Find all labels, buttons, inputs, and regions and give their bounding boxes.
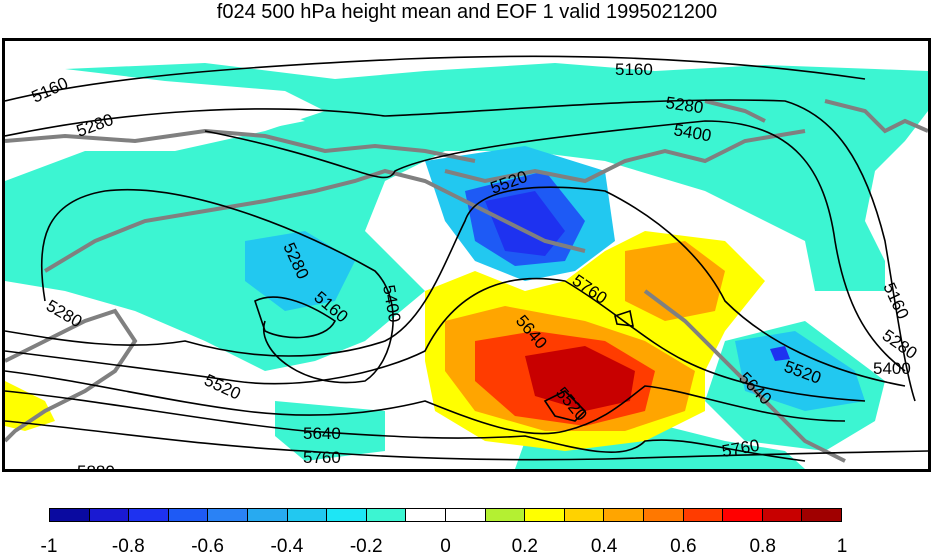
colorbar-swatch — [287, 509, 328, 521]
colorbar-swatch — [327, 509, 367, 521]
colorbar-swatch — [168, 509, 209, 521]
colorbar-swatch — [643, 509, 684, 521]
colorbar-swatch — [366, 509, 407, 521]
contour-label: 5880 — [77, 462, 115, 469]
colorbar-swatch — [525, 509, 565, 521]
blue-deep-se — [770, 346, 790, 361]
colorbar-swatch — [604, 509, 644, 521]
colorbar-tick-label: -0.6 — [191, 536, 224, 557]
darkred-region — [525, 346, 635, 411]
colorbar-swatch — [683, 509, 724, 521]
yellow-region-west — [5, 381, 55, 431]
colorbar-tick-label: -0.8 — [111, 536, 145, 557]
colorbar-swatch — [406, 509, 446, 521]
colorbar-swatch — [445, 509, 486, 521]
colorbar-tick-label: 0.2 — [511, 536, 539, 557]
colorbar-tick-label: 0.6 — [670, 536, 697, 557]
colorbar-tick-label: -0.2 — [349, 536, 383, 557]
colorbar-tick-label: -0.4 — [270, 536, 304, 557]
contour-label: 5640 — [303, 424, 341, 443]
contour-label: 5760 — [303, 448, 341, 467]
blue-light-west — [245, 231, 355, 311]
blue-light-se — [735, 331, 865, 411]
map-canvas: 5160 5280 5160 5280 5400 5520 5280 5160 … — [5, 55, 928, 469]
colorbar-tick-label: 1 — [836, 536, 848, 557]
colorbar-tick-label: 0.8 — [749, 536, 776, 557]
colorbar-tick-label: 0 — [440, 536, 451, 557]
colorbar-tick-label: 0.4 — [590, 536, 618, 557]
colorbar-tick-label: -1 — [40, 536, 58, 557]
colorbar-swatch — [50, 509, 90, 521]
colorbar-swatch — [208, 509, 248, 521]
height-contours — [5, 55, 928, 462]
contour-label: 5520 — [201, 370, 243, 403]
colorbar-swatch — [247, 509, 288, 521]
map-title: f024 500 hPa height mean and EOF 1 valid… — [216, 1, 718, 23]
colorbar-swatch — [564, 509, 605, 521]
colorbar-swatch — [129, 509, 169, 521]
colorbar-swatch — [723, 509, 763, 521]
eof-shading — [5, 63, 928, 469]
contour-label: 5160 — [879, 280, 912, 322]
colorbar-swatch — [89, 509, 130, 521]
orange-ne — [625, 241, 725, 321]
colorbar-swatch — [802, 509, 841, 521]
map-plot-area: 5160 5280 5160 5280 5400 5520 5280 5160 … — [2, 38, 931, 472]
coastlines — [5, 99, 928, 463]
colorbar-swatch — [762, 509, 803, 521]
cyan-region-north — [5, 63, 928, 371]
colorbar — [49, 508, 842, 522]
colorbar-tick-labels: -1 -0.8 -0.6 -0.4 -0.2 0 0.2 0.4 0.6 0.8 1 — [0, 536, 934, 558]
cyan-region-south — [275, 401, 385, 461]
colorbar-swatch — [485, 509, 526, 521]
contour-label: 5160 — [615, 60, 653, 79]
contour-label: 5400 — [873, 359, 911, 378]
